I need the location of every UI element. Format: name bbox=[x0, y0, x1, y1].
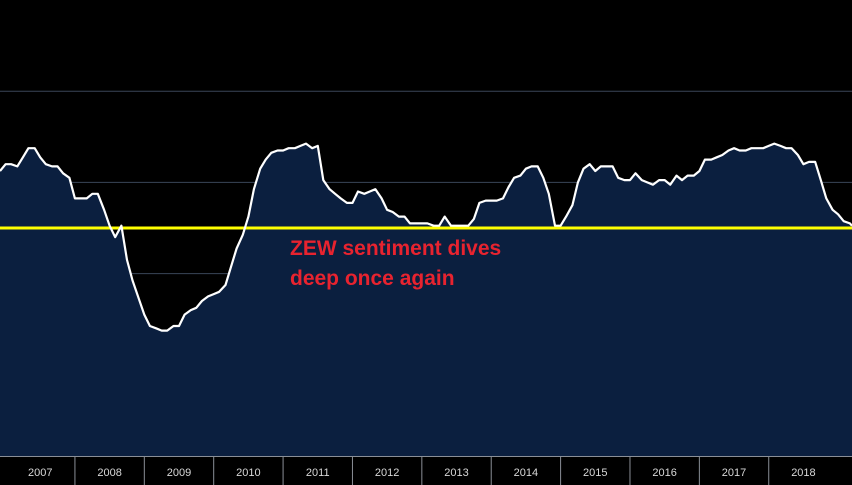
x-tick-label: 2009 bbox=[167, 467, 191, 479]
x-tick-label: 2010 bbox=[236, 467, 260, 479]
x-tick-label: 2017 bbox=[722, 467, 746, 479]
x-axis-band bbox=[0, 456, 852, 485]
x-tick-label: 2011 bbox=[306, 467, 330, 479]
x-axis: 2007 2008 2009 2010 2011 2012 2013 2014 2015 2016… bbox=[0, 456, 852, 485]
x-tick-label: 2007 bbox=[28, 467, 52, 479]
x-tick-label: 2012 bbox=[375, 467, 399, 479]
annotation-line-2: deep once again bbox=[290, 267, 455, 290]
x-tick-label: 2013 bbox=[444, 467, 468, 479]
x-tick-label: 2016 bbox=[652, 467, 676, 479]
series-line bbox=[0, 142, 852, 332]
chart-annotation: ZEW sentiment dives deep once again bbox=[290, 234, 501, 294]
x-tick-label: 2018 bbox=[791, 467, 815, 479]
series-area-fill bbox=[0, 143, 852, 456]
x-tick-label: 2008 bbox=[97, 467, 121, 479]
annotation-line-1: ZEW sentiment dives bbox=[290, 237, 502, 260]
x-tick-label: 2015 bbox=[583, 467, 607, 479]
x-tick-label: 2014 bbox=[514, 467, 538, 479]
